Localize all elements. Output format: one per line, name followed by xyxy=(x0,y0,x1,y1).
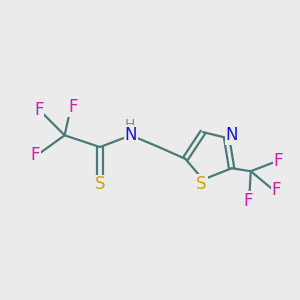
Text: F: F xyxy=(68,98,78,116)
Text: F: F xyxy=(243,192,253,210)
Text: S: S xyxy=(196,175,207,193)
Text: F: F xyxy=(34,101,43,119)
Text: F: F xyxy=(273,152,283,170)
Text: F: F xyxy=(272,181,281,199)
Text: N: N xyxy=(124,126,137,144)
Text: N: N xyxy=(226,126,238,144)
Text: F: F xyxy=(30,146,40,164)
Text: S: S xyxy=(95,176,105,194)
Text: H: H xyxy=(124,118,135,132)
